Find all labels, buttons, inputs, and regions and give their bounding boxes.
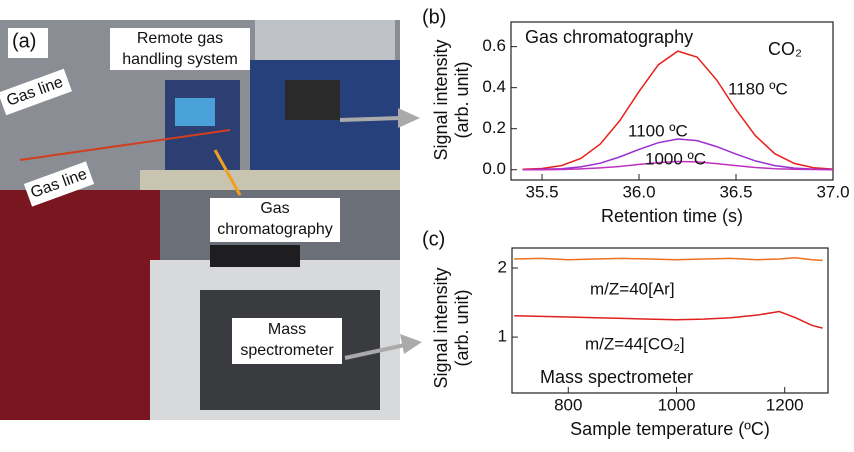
y-axis-label: (arb. unit) xyxy=(452,289,472,366)
photo-label: Gas xyxy=(260,200,289,217)
annotation: Mass spectrometer xyxy=(540,367,693,387)
y-axis-label: (arb. unit) xyxy=(452,61,472,138)
y-tick-label: 0.2 xyxy=(482,118,506,137)
x-axis-label: Sample temperature (ºC) xyxy=(570,419,770,439)
x-tick-label: 37.0 xyxy=(816,182,849,201)
photo-label: chromatography xyxy=(217,221,333,238)
panel-label: (a) xyxy=(12,30,36,52)
x-tick-label: 36.0 xyxy=(622,182,655,201)
y-tick-label: 0.6 xyxy=(482,36,506,55)
arrow xyxy=(340,118,400,120)
x-axis-label: Retention time (s) xyxy=(601,206,743,226)
arrow-head xyxy=(400,334,422,354)
y-axis-label: Signal intensity xyxy=(431,267,451,388)
top-unit xyxy=(255,20,395,60)
series-label: m/Z=40[Ar] xyxy=(590,279,675,298)
y-tick-label: 2 xyxy=(498,258,507,277)
series-label: 1180 ºC xyxy=(728,79,788,98)
photo-label: spectrometer xyxy=(240,342,334,359)
series-line xyxy=(514,312,822,329)
y-tick-label: 0.0 xyxy=(482,159,506,178)
shelf xyxy=(140,170,400,190)
series-label: m/Z=44[CO₂] xyxy=(585,334,685,353)
panel-label: (b) xyxy=(422,6,446,28)
photo-label: handling system xyxy=(122,51,238,68)
gc-screen xyxy=(175,98,215,126)
series-line xyxy=(514,258,822,261)
x-tick-label: 1200 xyxy=(766,395,804,414)
photo xyxy=(0,20,422,420)
y-tick-label: 1 xyxy=(498,327,507,346)
photo-label: Mass xyxy=(268,321,306,338)
annotation: Gas chromatography xyxy=(525,27,693,47)
figure: (a)Remote gashandling systemGas lineGas … xyxy=(0,0,854,452)
box xyxy=(210,245,300,267)
screen xyxy=(285,80,340,120)
photo-label: Remote gas xyxy=(137,30,223,47)
y-axis-label: Signal intensity xyxy=(431,39,451,160)
x-tick-label: 36.5 xyxy=(719,182,752,201)
y-tick-label: 0.4 xyxy=(482,77,506,96)
panel-label: (c) xyxy=(422,228,445,250)
series-label: 1000 ºC xyxy=(645,149,706,168)
arrow-head xyxy=(398,108,420,128)
x-tick-label: 35.5 xyxy=(525,182,558,201)
x-tick-label: 1000 xyxy=(658,395,696,414)
cabinet xyxy=(0,190,160,420)
x-tick-label: 800 xyxy=(554,395,582,414)
annotation: CO₂ xyxy=(768,39,802,59)
series-label: 1100 ºC xyxy=(628,121,688,140)
